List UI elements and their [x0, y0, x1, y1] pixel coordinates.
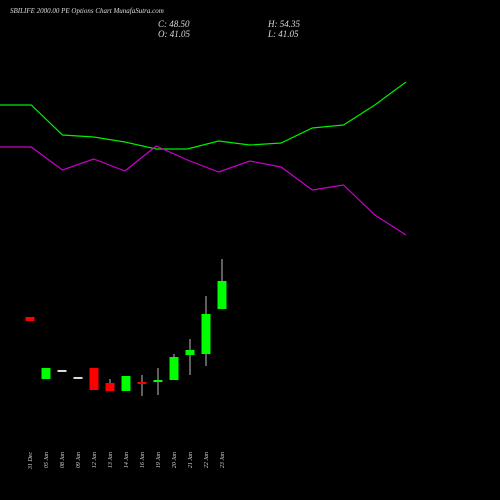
candle-body: [169, 356, 179, 380]
x-tick-label: 22 Jan: [204, 452, 210, 468]
indicator-line: [0, 145, 407, 236]
x-tick-label: 20 Jan: [172, 452, 178, 468]
candle-body: [185, 350, 195, 355]
candle-body: [41, 367, 51, 379]
x-tick-label: 21 Jan: [188, 452, 194, 468]
chart-title: SBILIFE 2000.00 PE Options Chart MunafaS…: [10, 7, 164, 15]
candle-body: [89, 367, 99, 390]
x-tick-label: 12 Jan: [92, 452, 98, 468]
indicator-line: [0, 81, 407, 150]
x-tick-label: 09 Jan: [76, 452, 82, 468]
candle-body: [121, 375, 131, 391]
x-tick-label: 08 Jan: [60, 452, 66, 468]
candle-body: [153, 380, 163, 382]
x-tick-label: 31 Dec: [28, 452, 34, 470]
candle-body: [217, 280, 227, 309]
summary-high: H: 54.35: [267, 19, 300, 29]
x-tick-label: 16 Jan: [140, 452, 146, 468]
x-tick-label: 19 Jan: [156, 452, 162, 468]
x-tick-label: 05 Jan: [44, 452, 50, 468]
candle-body: [105, 382, 115, 391]
candle-body: [25, 316, 35, 321]
candle-body: [201, 313, 211, 354]
x-tick-label: 23 Jan: [220, 452, 226, 468]
summary-low: L: 41.05: [267, 29, 299, 39]
summary-open: O: 41.05: [158, 29, 190, 39]
candle-body: [137, 381, 147, 384]
x-tick-label: 14 Jan: [123, 452, 130, 468]
x-tick-label: 13 Jan: [108, 452, 114, 468]
candle-body: [57, 369, 67, 372]
candle-body: [73, 376, 83, 379]
summary-close: C: 48.50: [158, 19, 190, 29]
